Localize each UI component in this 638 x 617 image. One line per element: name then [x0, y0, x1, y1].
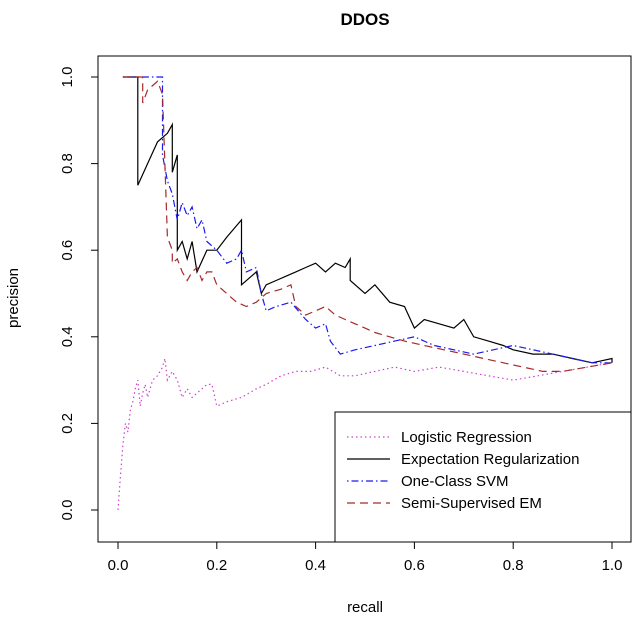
y-tick-label: 0.0 — [59, 500, 76, 521]
x-axis-title: recall — [347, 599, 383, 616]
y-axis: 0.0 0.2 0.4 0.6 0.8 1.0 — [59, 67, 99, 521]
series-line-3 — [122, 76, 612, 364]
series-line-1 — [117, 358, 613, 511]
legend-label: Semi-Supervised EM — [401, 495, 542, 512]
x-tick-label: 0.0 — [108, 557, 129, 574]
chart-title: DDOS — [340, 10, 389, 29]
y-tick-label: 0.4 — [59, 326, 76, 347]
x-axis: 0.0 0.2 0.4 0.6 0.8 1.0 — [108, 541, 623, 574]
series-layer — [117, 76, 613, 511]
y-tick-label: 1.0 — [59, 67, 76, 88]
y-tick-label: 0.2 — [59, 413, 76, 434]
x-tick-label: 0.4 — [305, 557, 326, 574]
series-line-2 — [122, 76, 613, 364]
legend-label: Expectation Regularization — [401, 451, 579, 468]
x-tick-label: 0.8 — [503, 557, 524, 574]
legend-label: Logistic Regression — [401, 429, 532, 446]
legend: Logistic Regression Expectation Regulariz… — [334, 411, 632, 543]
legend-box — [334, 411, 632, 543]
y-tick-label: 0.8 — [59, 153, 76, 174]
y-axis-title: precision — [5, 268, 22, 328]
x-tick-label: 0.6 — [404, 557, 425, 574]
x-tick-label: 0.2 — [206, 557, 227, 574]
y-tick-label: 0.6 — [59, 240, 76, 261]
legend-label: One-Class SVM — [401, 473, 509, 490]
series-line-4 — [122, 76, 613, 372]
x-tick-label: 1.0 — [602, 557, 623, 574]
